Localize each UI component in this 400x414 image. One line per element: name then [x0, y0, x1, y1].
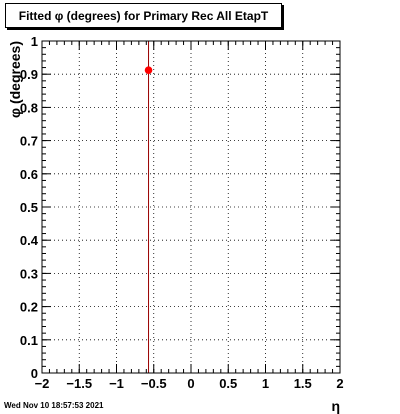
x-tick-label: 0: [187, 376, 194, 391]
x-tick-label: 1.5: [294, 376, 312, 391]
y-tick-label: 1: [31, 34, 38, 49]
y-tick-label: 0.4: [20, 233, 39, 248]
y-tick-label: 0.9: [20, 67, 38, 82]
timestamp: Wed Nov 10 18:57:53 2021: [4, 401, 104, 410]
x-axis-title: η: [331, 398, 340, 414]
y-tick-label: 0.8: [20, 100, 38, 115]
x-tick-label: −1.5: [66, 376, 92, 391]
x-tick-label: 2: [336, 376, 343, 391]
x-tick-label: 1: [262, 376, 269, 391]
y-tick-label: 0.6: [20, 167, 38, 182]
y-axis-title: φ (degrees): [7, 41, 23, 118]
y-tick-label: 0: [31, 366, 38, 381]
y-tick-label: 0.1: [20, 333, 38, 348]
data-point: [144, 66, 153, 75]
y-tick-label: 0.3: [20, 266, 38, 281]
y-tick-label: 0.5: [20, 200, 38, 215]
y-tick-label: 0.7: [20, 134, 38, 149]
x-tick-label: −1: [109, 376, 124, 391]
x-tick-label: 0.5: [219, 376, 237, 391]
y-tick-label: 0.2: [20, 300, 38, 315]
chart-title: Fitted φ (degrees) for Primary Rec All E…: [18, 9, 269, 23]
plot-frame: [41, 40, 341, 374]
x-tick-label: −2: [35, 376, 50, 391]
title-box: Fitted φ (degrees) for Primary Rec All E…: [5, 3, 282, 28]
x-tick-label: −0.5: [141, 376, 167, 391]
